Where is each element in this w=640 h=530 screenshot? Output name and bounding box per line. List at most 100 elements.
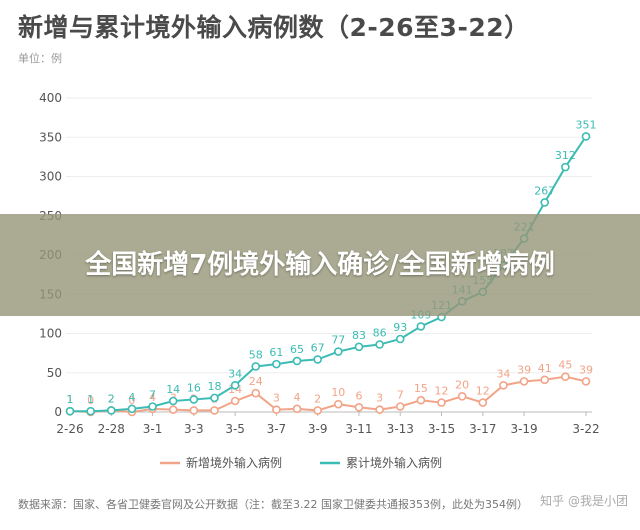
data-label: 58 bbox=[249, 348, 263, 361]
data-label: 34 bbox=[496, 367, 510, 380]
data-point bbox=[478, 398, 488, 407]
data-label: 7 bbox=[149, 389, 156, 402]
y-tick-label: 350 bbox=[39, 130, 62, 144]
data-point bbox=[395, 334, 405, 344]
data-label: 39 bbox=[579, 363, 593, 376]
data-label: 2 bbox=[314, 392, 321, 405]
x-tick-label: 3-3 bbox=[184, 422, 204, 436]
data-point bbox=[457, 391, 467, 401]
data-label: 1 bbox=[87, 393, 94, 406]
x-tick-label: 3-17 bbox=[469, 422, 496, 436]
unit-label: 单位：例 bbox=[18, 52, 62, 65]
data-label: 86 bbox=[373, 326, 387, 339]
data-point bbox=[416, 322, 426, 331]
data-point bbox=[561, 162, 570, 172]
x-tick-label: 3-19 bbox=[510, 422, 537, 436]
data-point bbox=[230, 381, 240, 390]
data-point bbox=[354, 402, 364, 412]
data-label: 0 bbox=[87, 394, 94, 407]
data-point bbox=[437, 398, 446, 407]
data-point bbox=[86, 406, 95, 416]
data-label: 312 bbox=[555, 149, 576, 162]
data-label: 20 bbox=[455, 378, 469, 391]
data-point bbox=[148, 402, 157, 411]
data-source-note: 数据来源：国家、各省卫健委官网及公开数据（注：截至3.22 国家卫健委共通报35… bbox=[18, 498, 528, 511]
data-point bbox=[375, 405, 384, 414]
data-point bbox=[230, 396, 240, 406]
data-point bbox=[65, 406, 75, 416]
data-label: 351 bbox=[576, 118, 597, 131]
data-label: 93 bbox=[393, 321, 407, 334]
data-point bbox=[334, 399, 343, 409]
data-point bbox=[354, 342, 364, 352]
x-tick-label: 3-11 bbox=[345, 422, 372, 436]
data-point bbox=[540, 198, 550, 207]
data-label: 24 bbox=[249, 375, 263, 388]
data-label: 39 bbox=[517, 363, 531, 376]
y-tick-label: 50 bbox=[47, 366, 62, 380]
overlay-banner: 全国新增7例境外输入确诊/全国新增病例 bbox=[0, 214, 640, 316]
banner-text: 全国新增7例境外输入确诊/全国新增病例 bbox=[85, 250, 555, 280]
data-point bbox=[499, 381, 508, 390]
x-tick-label: 2-26 bbox=[56, 422, 83, 436]
data-label: 34 bbox=[228, 367, 242, 380]
data-label: 10 bbox=[331, 386, 345, 399]
legend-label: 累计境外输入病例 bbox=[346, 455, 442, 470]
x-axis-ticks: 2-26 2-28 3-1 3-3 3-5 3-7 3-9 3-11 3-13 3-15 3-17 3… bbox=[56, 412, 600, 436]
x-tick-label: 3-13 bbox=[387, 422, 414, 436]
data-label: 77 bbox=[331, 334, 345, 347]
data-label: 1 bbox=[67, 393, 74, 406]
data-label: 12 bbox=[435, 385, 449, 398]
data-label: 45 bbox=[558, 359, 572, 372]
data-label: 16 bbox=[187, 381, 201, 394]
data-label: 4 bbox=[128, 391, 135, 404]
y-tick-label: 300 bbox=[39, 170, 62, 184]
data-point bbox=[313, 406, 322, 415]
data-point bbox=[189, 395, 199, 404]
data-point bbox=[375, 340, 384, 349]
data-point bbox=[561, 372, 570, 381]
data-point bbox=[189, 406, 199, 415]
data-point bbox=[292, 404, 302, 414]
data-point bbox=[251, 362, 261, 371]
x-tick-label: 3-7 bbox=[267, 422, 287, 436]
data-point bbox=[581, 377, 591, 386]
data-point bbox=[168, 405, 178, 414]
x-tick-label: 3-5 bbox=[225, 422, 245, 436]
legend: 新增境外输入病例 累计境外输入病例 bbox=[160, 455, 442, 470]
data-label: 267 bbox=[534, 184, 555, 197]
data-label: 4 bbox=[294, 391, 301, 404]
x-tick-label: 3-9 bbox=[308, 422, 328, 436]
data-point bbox=[581, 132, 591, 141]
data-point bbox=[519, 377, 529, 386]
data-label: 41 bbox=[538, 362, 552, 375]
data-label: 7 bbox=[397, 389, 404, 402]
y-tick-label: 100 bbox=[39, 327, 62, 341]
data-point bbox=[127, 404, 137, 414]
y-tick-label: 0 bbox=[54, 405, 62, 419]
data-label: 4 bbox=[149, 391, 156, 404]
data-point bbox=[334, 347, 343, 356]
data-label: 65 bbox=[290, 343, 304, 356]
data-point bbox=[313, 355, 322, 364]
data-label: 61 bbox=[269, 346, 283, 359]
data-point bbox=[210, 406, 219, 415]
data-label: 2 bbox=[108, 392, 115, 405]
data-label: 14 bbox=[166, 383, 180, 396]
x-tick-label: 2-28 bbox=[98, 422, 125, 436]
data-label: 6 bbox=[355, 389, 362, 402]
data-point bbox=[210, 393, 219, 403]
data-point bbox=[395, 402, 405, 411]
data-point bbox=[416, 395, 426, 405]
data-label: 3 bbox=[376, 392, 383, 405]
y-tick-label: 400 bbox=[39, 91, 62, 105]
series-new: 10204322142434210637151220123439414539 bbox=[65, 359, 593, 417]
watermark: 知乎 @我是小团 bbox=[540, 494, 628, 508]
chart-title: 新增与累计境外输入病例数（2-26至3-22） bbox=[18, 13, 530, 42]
data-label: 12 bbox=[476, 385, 490, 398]
data-point bbox=[272, 405, 281, 414]
x-tick-label: 3-1 bbox=[143, 422, 163, 436]
data-label: 1 bbox=[67, 393, 74, 406]
data-point bbox=[251, 388, 261, 398]
data-point bbox=[540, 375, 550, 385]
